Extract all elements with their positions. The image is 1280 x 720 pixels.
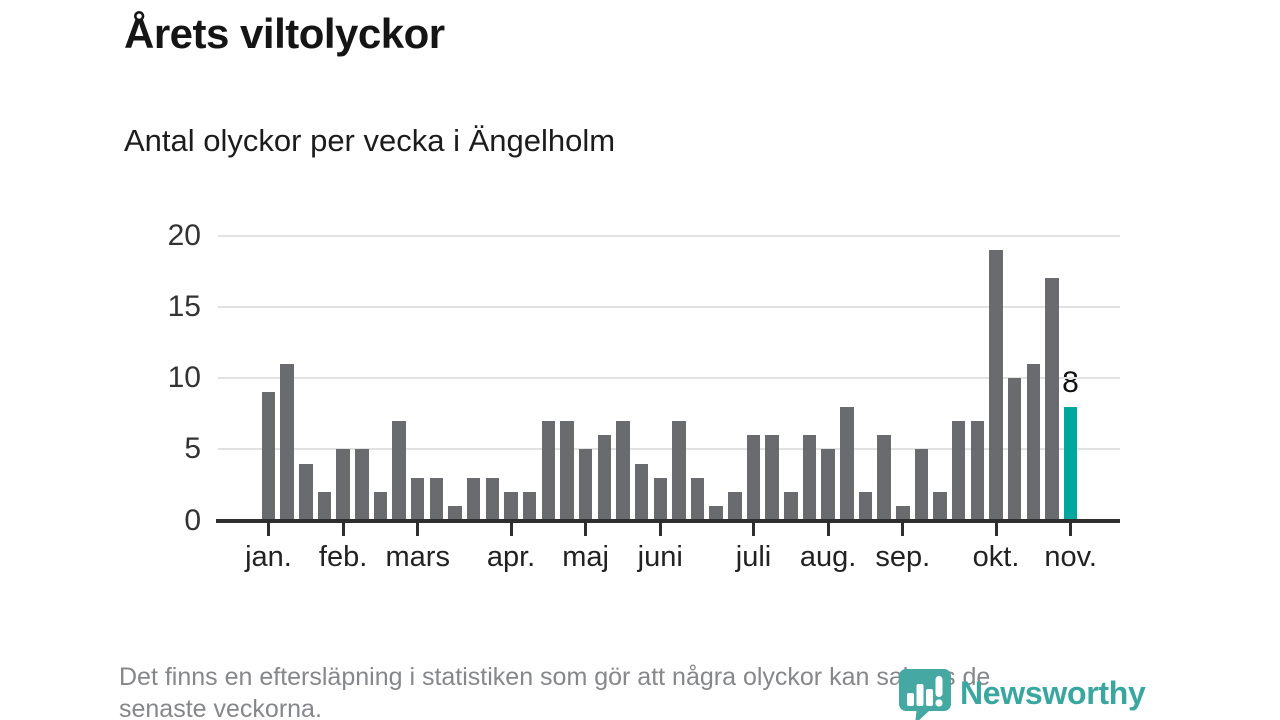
bar — [485, 477, 500, 521]
newsworthy-bubble-chart-icon — [899, 669, 951, 720]
bar — [653, 477, 667, 521]
x-axis-tick — [509, 522, 513, 536]
bar — [672, 420, 686, 521]
bar — [299, 463, 313, 521]
bar — [392, 420, 406, 521]
x-axis-label: jan. — [245, 541, 292, 573]
x-axis-tick — [826, 522, 830, 536]
bar — [765, 435, 779, 521]
footnote-line1: Det finns en eftersläpning i statistiken… — [119, 663, 991, 691]
bar — [448, 506, 462, 521]
x-axis-label: apr. — [486, 541, 536, 573]
x-axis-label: juli — [735, 541, 772, 573]
bar — [410, 477, 425, 521]
gridline-y15 — [218, 305, 1120, 308]
bar — [1026, 363, 1041, 521]
x-axis-label: aug. — [799, 541, 857, 573]
newsworthy-logo: Newsworthy — [897, 668, 1146, 720]
bar — [541, 420, 556, 521]
x-axis-tick — [752, 522, 756, 536]
bar — [914, 449, 929, 521]
bar — [821, 449, 835, 521]
x-axis-label: maj — [562, 541, 609, 573]
bar — [877, 435, 891, 521]
bar — [709, 506, 723, 521]
x-axis-label: okt. — [972, 541, 1020, 573]
bar — [784, 492, 798, 521]
highlight-value-label: 8 — [1062, 366, 1079, 399]
gridline-y5 — [218, 448, 1120, 451]
y-axis-label: 20 — [167, 218, 201, 252]
bar — [634, 463, 649, 521]
bar — [429, 477, 444, 521]
x-axis-line — [216, 519, 1120, 523]
bar — [970, 420, 985, 521]
y-axis-label: 5 — [184, 432, 201, 466]
x-axis-label: juni — [637, 541, 683, 573]
x-axis-tick — [416, 522, 420, 536]
bar — [466, 477, 481, 521]
y-axis-label: 15 — [167, 289, 201, 323]
bar — [522, 492, 537, 521]
bar — [746, 435, 761, 521]
x-axis-label: mars — [385, 541, 450, 573]
bar — [616, 420, 630, 521]
bar — [896, 506, 910, 521]
bar — [933, 492, 947, 521]
x-axis-tick — [267, 522, 270, 536]
bar — [504, 492, 518, 521]
page-title: Årets viltolyckor — [124, 10, 445, 57]
y-axis-label: 0 — [184, 503, 201, 537]
bar — [560, 420, 574, 521]
x-axis-tick — [658, 522, 662, 536]
y-axis-label: 10 — [167, 361, 201, 394]
bar — [336, 449, 350, 521]
x-axis-tick — [994, 522, 998, 536]
footnote-line2: senaste veckorna. — [119, 695, 322, 720]
x-axis-label: sep. — [875, 541, 931, 573]
bar — [840, 406, 854, 521]
x-axis-tick — [1069, 522, 1073, 536]
bar — [355, 449, 369, 521]
bar — [280, 363, 294, 521]
bar — [858, 492, 873, 521]
gridline-y20 — [218, 234, 1120, 237]
x-axis-label: nov. — [1044, 541, 1097, 573]
bar — [802, 435, 817, 521]
newsworthy-wordmark: Newsworthy — [960, 675, 1146, 711]
chart-subtitle: Antal olyckor per vecka i Ängelholm — [124, 123, 616, 158]
bar — [373, 492, 388, 521]
bar-highlight — [1063, 406, 1078, 521]
gridline-y10 — [218, 377, 1120, 379]
bar — [261, 392, 276, 521]
x-axis-tick — [584, 522, 588, 536]
bar — [597, 435, 612, 521]
bar — [690, 477, 705, 521]
bar — [317, 492, 332, 521]
x-axis-tick — [901, 522, 905, 536]
x-axis-tick — [341, 522, 345, 536]
x-axis-label: feb. — [318, 541, 368, 573]
footnote: Det finns en eftersläpning i statistiken… — [119, 661, 990, 720]
bar — [989, 249, 1003, 521]
bar — [951, 420, 966, 521]
bar — [1045, 278, 1059, 521]
bar — [578, 449, 593, 521]
bar — [728, 492, 742, 521]
bar — [1007, 378, 1022, 521]
